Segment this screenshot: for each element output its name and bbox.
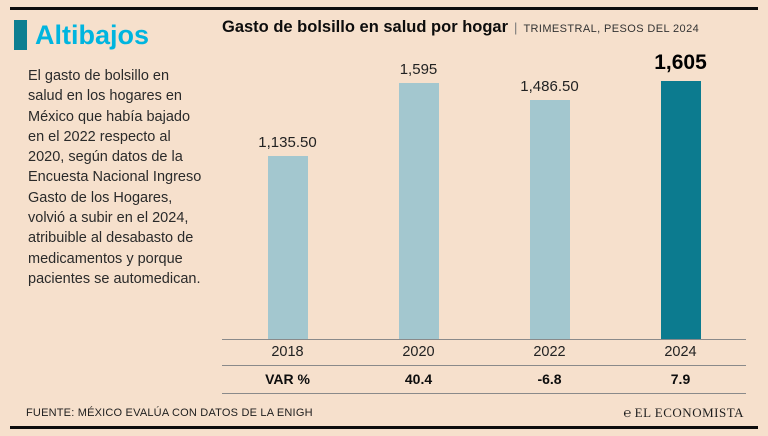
title-separator: | [514,20,518,35]
bar-highlight [660,81,701,339]
chart-subtitle: TRIMESTRAL, PESOS DEL 2024 [523,23,700,35]
intro-panel: Altibajos El gasto de bolsillo en salud … [14,20,214,289]
bar-column: 1,486.50 [484,78,615,339]
kicker-title: Altibajos [35,19,150,50]
bar-column: 1,595 [353,61,484,339]
bar-chart: Gasto de bolsillo en salud por hogar | T… [222,18,746,394]
x-axis-labels: 2018 2020 2022 2024 [222,340,746,366]
chart-title: Gasto de bolsillo en salud por hogar [222,18,509,36]
variation-row: VAR % 40.4 -6.8 7.9 [222,366,746,394]
x-axis-tick-label: 2022 [533,344,566,360]
bar-value-label: 1,135.50 [258,134,317,151]
bar-column: 1,605 [615,51,746,339]
var-row-value: 7.9 [670,371,691,387]
kicker-row: Altibajos [14,20,214,50]
top-border-rule [10,7,758,10]
bottom-border-rule [10,426,758,429]
plot-area: 1,135.50 1,595 1,486.50 1,605 [222,37,746,340]
el-economista-mark-icon: ℮ [623,405,632,420]
bar-column: 1,135.50 [222,134,353,339]
var-row-value: 40.4 [404,371,433,387]
x-axis-tick-label: 2024 [664,344,697,360]
x-axis-tick-label: 2018 [271,344,304,360]
var-row-label: VAR % [265,371,310,387]
bar [267,156,308,339]
footer: FUENTE: MÉXICO EVALÚA CON DATOS DE LA EN… [26,405,744,421]
bar [529,100,570,339]
bar-value-label: 1,486.50 [520,78,579,95]
var-row-value: -6.8 [537,371,562,387]
accent-block [14,20,27,50]
el-economista-wordmark: EL ECONOMISTA [634,405,744,420]
chart-title-row: Gasto de bolsillo en salud por hogar | T… [222,18,746,37]
source-note: FUENTE: MÉXICO EVALÚA CON DATOS DE LA EN… [26,407,313,419]
bar-value-label: 1,605 [654,51,707,74]
bar-value-label: 1,595 [399,61,438,78]
el-economista-logo: ℮ EL ECONOMISTA [623,405,744,421]
intro-paragraph: El gasto de bolsillo en salud en los hog… [28,68,202,287]
bar [398,83,439,339]
x-axis-tick-label: 2020 [402,344,435,360]
